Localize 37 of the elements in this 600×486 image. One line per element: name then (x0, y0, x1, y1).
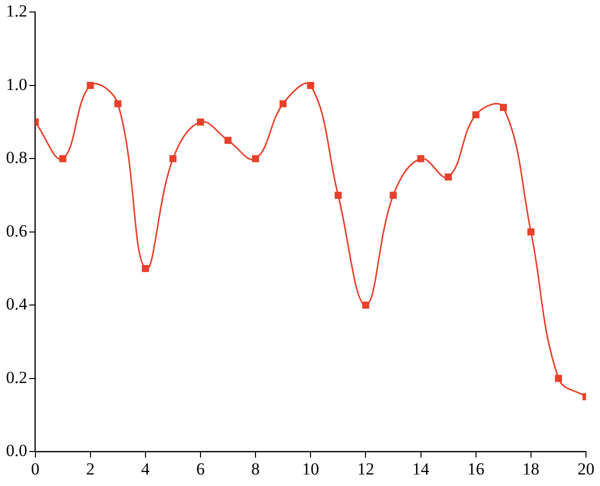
x-tick-label: 14 (412, 459, 430, 478)
point (142, 264, 149, 272)
point (334, 192, 342, 199)
point (169, 155, 176, 162)
y-tick-label: 0.2 (6, 368, 28, 387)
point (527, 228, 534, 236)
x-tick-label: 10 (302, 459, 320, 478)
x-tick-label: 8 (251, 459, 260, 478)
point (280, 100, 287, 108)
y-tick-label: 0.8 (6, 148, 28, 168)
point (554, 374, 562, 382)
point (59, 155, 66, 162)
point (472, 111, 480, 118)
point (417, 155, 424, 162)
point (224, 136, 232, 144)
point (390, 192, 397, 199)
y-tick-label: 1.2 (6, 2, 28, 21)
y-tick-label: 0.0 (6, 441, 28, 460)
point (362, 302, 370, 309)
x-tick-label: 4 (141, 459, 150, 478)
point (500, 104, 507, 111)
point (252, 155, 260, 162)
x-tick-label: 0 (31, 459, 40, 478)
y-tick-label: 1.0 (6, 74, 28, 94)
point (444, 173, 452, 181)
x-tick-label: 2 (86, 459, 95, 478)
y-tick-label: 0.4 (6, 294, 28, 314)
y-tick-label: 0.6 (6, 221, 28, 240)
x-tick-label: 12 (357, 459, 374, 478)
x-tick-label: 6 (196, 459, 205, 478)
point (196, 118, 204, 126)
x-tick-label: 20 (578, 459, 594, 478)
point (86, 82, 94, 89)
point (307, 82, 314, 89)
point (114, 100, 122, 108)
x-tick-label: 16 (467, 459, 484, 478)
x-tick-label: 18 (522, 459, 540, 478)
